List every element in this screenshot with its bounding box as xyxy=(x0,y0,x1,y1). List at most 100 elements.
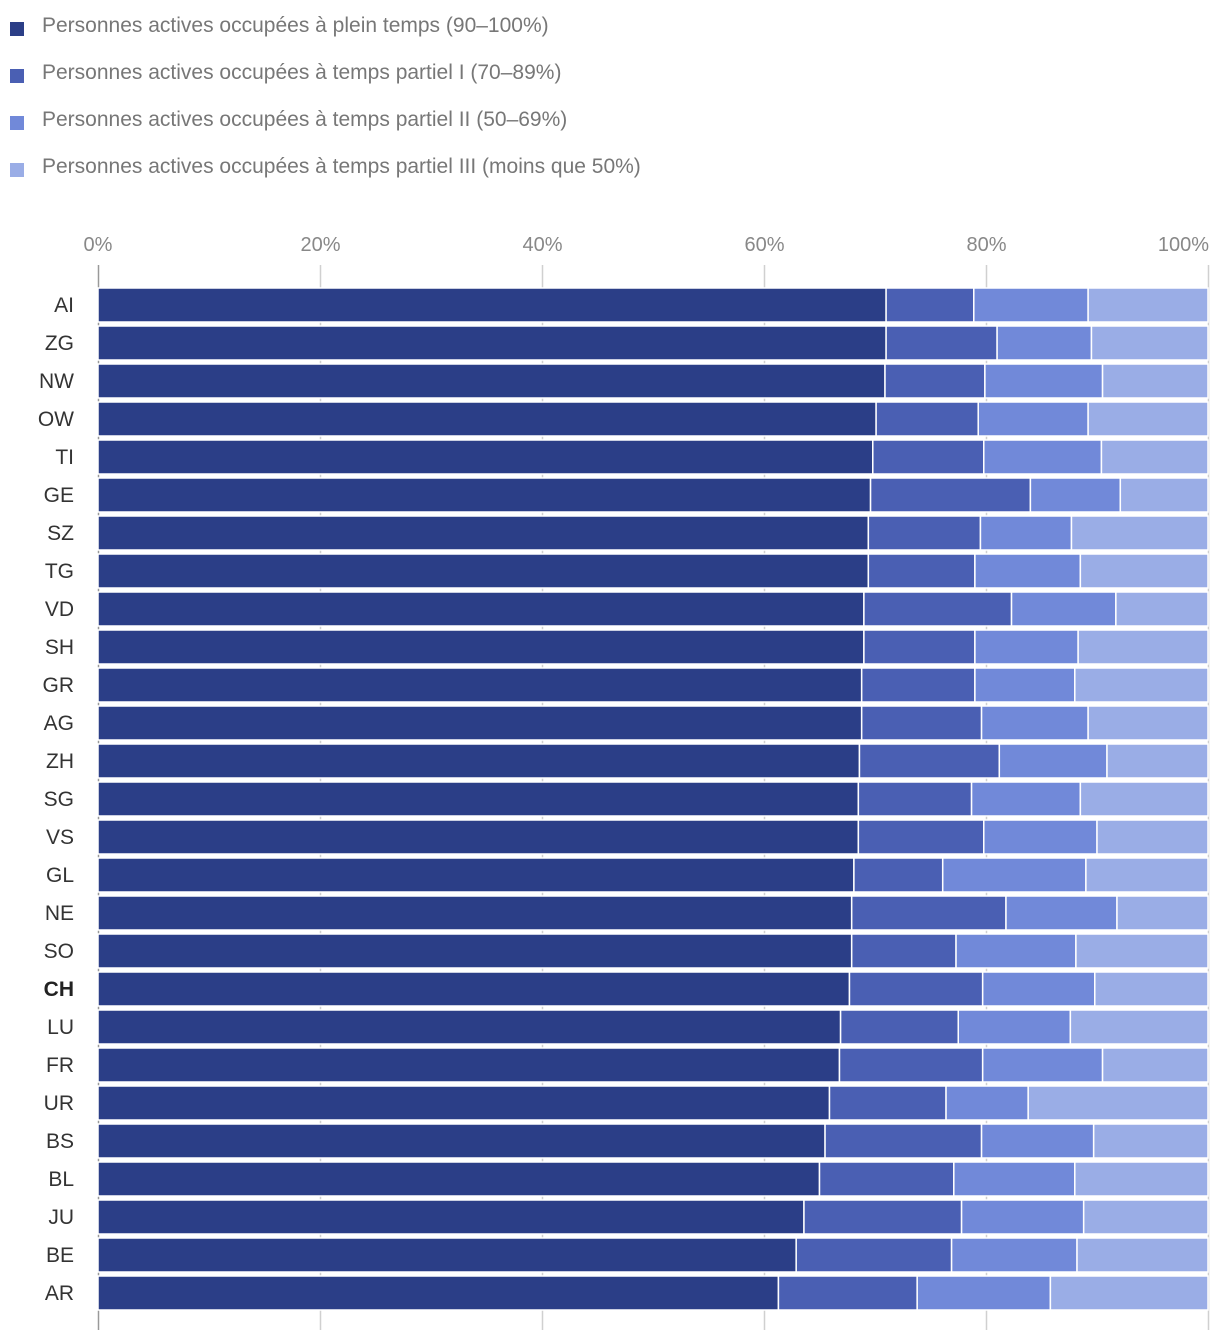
bar-vd-series-2[interactable] xyxy=(1010,591,1117,627)
bar-vs-series-1[interactable] xyxy=(857,819,985,855)
bar-ow-series-0[interactable] xyxy=(97,401,877,437)
bar-lu-series-0[interactable] xyxy=(97,1009,842,1045)
bar-ag-series-2[interactable] xyxy=(980,705,1089,741)
bar-ne-series-3[interactable] xyxy=(1116,895,1209,931)
bar-so-series-1[interactable] xyxy=(850,933,957,969)
bar-vs-series-3[interactable] xyxy=(1096,819,1209,855)
bar-ai-series-2[interactable] xyxy=(973,287,1089,323)
bar-gr-series-1[interactable] xyxy=(860,667,976,703)
bar-ar-series-2[interactable] xyxy=(916,1275,1052,1311)
bar-ti-series-2[interactable] xyxy=(983,439,1103,475)
bar-ge-series-1[interactable] xyxy=(869,477,1032,513)
bar-be-series-3[interactable] xyxy=(1076,1237,1209,1273)
bar-gl-series-1[interactable] xyxy=(853,857,944,893)
bar-gr-series-0[interactable] xyxy=(97,667,863,703)
bar-gl-series-2[interactable] xyxy=(941,857,1087,893)
bar-nw-series-0[interactable] xyxy=(97,363,886,399)
bar-tg-series-0[interactable] xyxy=(97,553,870,589)
bar-bl-series-0[interactable] xyxy=(97,1161,821,1197)
bar-tg-series-3[interactable] xyxy=(1079,553,1209,589)
bar-lu-series-2[interactable] xyxy=(957,1009,1072,1045)
bar-fr-series-1[interactable] xyxy=(838,1047,984,1083)
bar-vd-series-0[interactable] xyxy=(97,591,865,627)
bar-bs-series-0[interactable] xyxy=(97,1123,826,1159)
bar-sz-series-2[interactable] xyxy=(979,515,1073,551)
bar-bl-series-3[interactable] xyxy=(1074,1161,1209,1197)
bar-ow-series-1[interactable] xyxy=(875,401,979,437)
bar-so-series-3[interactable] xyxy=(1075,933,1209,969)
bar-so-series-2[interactable] xyxy=(955,933,1077,969)
bar-ow-series-3[interactable] xyxy=(1087,401,1209,437)
bar-bs-series-1[interactable] xyxy=(824,1123,983,1159)
bar-ur-series-3[interactable] xyxy=(1027,1085,1209,1121)
bar-tg-series-1[interactable] xyxy=(867,553,976,589)
bar-fr-series-2[interactable] xyxy=(981,1047,1104,1083)
bar-tg-series-2[interactable] xyxy=(974,553,1082,589)
bar-sh-series-1[interactable] xyxy=(863,629,976,665)
legend-item-full-time[interactable]: Personnes actives occupées à plein temps… xyxy=(10,10,641,57)
bar-ju-series-0[interactable] xyxy=(97,1199,805,1235)
bar-ai-series-1[interactable] xyxy=(885,287,975,323)
bar-nw-series-2[interactable] xyxy=(984,363,1104,399)
bar-ch-series-1[interactable] xyxy=(848,971,984,1007)
bar-ur-series-0[interactable] xyxy=(97,1085,831,1121)
bar-ne-series-1[interactable] xyxy=(850,895,1007,931)
bar-gl-series-0[interactable] xyxy=(97,857,855,893)
bar-vd-series-1[interactable] xyxy=(863,591,1013,627)
bar-nw-series-1[interactable] xyxy=(884,363,986,399)
bar-ju-series-3[interactable] xyxy=(1082,1199,1209,1235)
bar-sh-series-3[interactable] xyxy=(1077,629,1209,665)
bar-ge-series-0[interactable] xyxy=(97,477,872,513)
bar-sz-series-1[interactable] xyxy=(867,515,982,551)
bar-ju-series-1[interactable] xyxy=(803,1199,963,1235)
bar-vs-series-0[interactable] xyxy=(97,819,860,855)
bar-ti-series-0[interactable] xyxy=(97,439,874,475)
bar-sg-series-0[interactable] xyxy=(97,781,860,817)
bar-sh-series-0[interactable] xyxy=(97,629,865,665)
bar-bl-series-2[interactable] xyxy=(953,1161,1076,1197)
bar-lu-series-1[interactable] xyxy=(839,1009,960,1045)
bar-ur-series-2[interactable] xyxy=(945,1085,1029,1121)
bar-vd-series-3[interactable] xyxy=(1115,591,1209,627)
bar-ag-series-3[interactable] xyxy=(1087,705,1209,741)
bar-be-series-1[interactable] xyxy=(795,1237,953,1273)
bar-ch-series-3[interactable] xyxy=(1094,971,1209,1007)
bar-ge-series-3[interactable] xyxy=(1119,477,1209,513)
bar-ai-series-0[interactable] xyxy=(97,287,887,323)
bar-ne-series-2[interactable] xyxy=(1005,895,1118,931)
bar-ne-series-0[interactable] xyxy=(97,895,853,931)
bar-ar-series-1[interactable] xyxy=(777,1275,918,1311)
legend-item-part-time-1[interactable]: Personnes actives occupées à temps parti… xyxy=(10,57,641,104)
bar-ch-series-0[interactable] xyxy=(97,971,851,1007)
bar-bs-series-2[interactable] xyxy=(980,1123,1095,1159)
bar-zh-series-0[interactable] xyxy=(97,743,861,779)
bar-zh-series-3[interactable] xyxy=(1106,743,1209,779)
bar-bl-series-1[interactable] xyxy=(818,1161,955,1197)
legend-item-part-time-3[interactable]: Personnes actives occupées à temps parti… xyxy=(10,151,641,198)
bar-be-series-2[interactable] xyxy=(950,1237,1078,1273)
bar-ju-series-2[interactable] xyxy=(960,1199,1085,1235)
bar-gr-series-3[interactable] xyxy=(1074,667,1209,703)
bar-ai-series-3[interactable] xyxy=(1087,287,1209,323)
bar-ti-series-3[interactable] xyxy=(1100,439,1209,475)
bar-sg-series-3[interactable] xyxy=(1079,781,1209,817)
bar-sh-series-2[interactable] xyxy=(974,629,1079,665)
bar-zg-series-2[interactable] xyxy=(996,325,1093,361)
bar-be-series-0[interactable] xyxy=(97,1237,797,1273)
bar-zg-series-0[interactable] xyxy=(97,325,887,361)
bar-lu-series-3[interactable] xyxy=(1069,1009,1209,1045)
bar-sg-series-1[interactable] xyxy=(857,781,973,817)
bar-zh-series-2[interactable] xyxy=(998,743,1108,779)
bar-ar-series-0[interactable] xyxy=(97,1275,780,1311)
bar-ur-series-1[interactable] xyxy=(828,1085,947,1121)
bar-gl-series-3[interactable] xyxy=(1085,857,1209,893)
bar-sg-series-2[interactable] xyxy=(970,781,1082,817)
bar-zg-series-3[interactable] xyxy=(1090,325,1209,361)
bar-ge-series-2[interactable] xyxy=(1029,477,1122,513)
bar-so-series-0[interactable] xyxy=(97,933,853,969)
bar-sz-series-3[interactable] xyxy=(1070,515,1209,551)
bar-zh-series-1[interactable] xyxy=(858,743,1001,779)
bar-ar-series-3[interactable] xyxy=(1049,1275,1209,1311)
bar-ch-series-2[interactable] xyxy=(981,971,1096,1007)
bar-ag-series-0[interactable] xyxy=(97,705,863,741)
